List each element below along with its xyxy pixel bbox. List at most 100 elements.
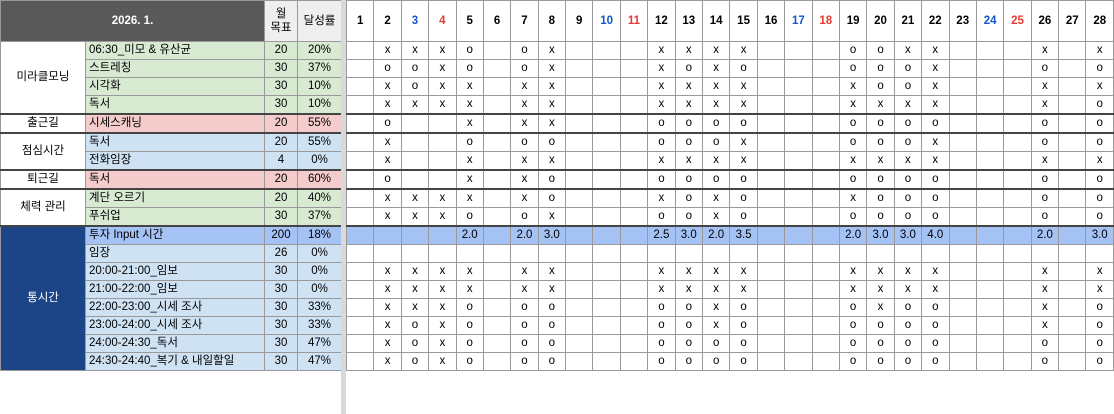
day-header-cell[interactable]: 12 — [647, 0, 676, 42]
day-mark-cell[interactable] — [811, 132, 840, 152]
group-label-cell[interactable]: 점심시간 — [0, 132, 86, 171]
day-mark-cell[interactable]: o — [893, 334, 923, 353]
day-mark-cell[interactable]: x — [373, 298, 402, 317]
day-mark-cell[interactable]: o — [400, 59, 430, 78]
day-mark-cell[interactable]: x — [373, 280, 402, 299]
day-mark-cell[interactable] — [400, 225, 430, 245]
day-mark-cell[interactable]: x — [921, 59, 950, 78]
day-mark-cell[interactable]: o — [838, 352, 868, 371]
day-mark-cell[interactable] — [975, 41, 1005, 60]
day-mark-cell[interactable]: x — [921, 41, 950, 60]
achievement-rate-cell[interactable]: 37% — [297, 59, 342, 78]
day-mark-cell[interactable]: o — [1085, 132, 1114, 152]
day-mark-cell[interactable] — [811, 59, 840, 78]
day-mark-cell[interactable] — [619, 132, 649, 152]
day-mark-cell[interactable]: o — [729, 188, 758, 208]
day-mark-cell[interactable] — [811, 334, 840, 353]
day-header-cell[interactable]: 5 — [455, 0, 484, 42]
day-mark-cell[interactable]: o — [838, 132, 868, 152]
day-mark-cell[interactable] — [592, 113, 621, 134]
day-mark-cell[interactable]: x — [701, 95, 731, 115]
day-mark-cell[interactable] — [1058, 151, 1087, 171]
day-mark-cell[interactable]: o — [674, 316, 703, 335]
habit-item-cell[interactable]: 21:00-22:00_임보 — [85, 280, 265, 299]
day-mark-cell[interactable] — [619, 334, 649, 353]
day-mark-cell[interactable]: o — [510, 352, 539, 371]
day-mark-cell[interactable] — [811, 316, 840, 335]
day-mark-cell[interactable] — [455, 244, 484, 263]
day-mark-cell[interactable] — [1058, 132, 1087, 152]
day-mark-cell[interactable]: x — [400, 95, 430, 115]
day-mark-cell[interactable]: x — [921, 280, 950, 299]
day-mark-cell[interactable]: x — [373, 188, 402, 208]
day-mark-cell[interactable] — [592, 334, 621, 353]
day-mark-cell[interactable]: o — [1085, 298, 1114, 317]
habit-item-cell[interactable]: 시각화 — [85, 77, 265, 96]
day-mark-cell[interactable]: x — [838, 280, 868, 299]
day-mark-cell[interactable] — [619, 262, 649, 281]
day-mark-cell[interactable]: x — [373, 207, 402, 227]
day-mark-cell[interactable] — [510, 244, 539, 263]
monthly-target-cell[interactable]: 30 — [264, 95, 298, 115]
habit-item-cell[interactable]: 23:00-24:00_시세 조사 — [85, 316, 265, 335]
day-mark-cell[interactable]: x — [921, 77, 950, 96]
day-mark-cell[interactable]: o — [647, 113, 676, 134]
rate-header[interactable]: 달성률 — [297, 0, 342, 42]
day-mark-cell[interactable]: x — [510, 169, 539, 190]
day-mark-cell[interactable]: o — [866, 334, 895, 353]
day-mark-cell[interactable]: o — [866, 352, 895, 371]
day-mark-cell[interactable]: x — [510, 77, 539, 96]
day-mark-cell[interactable] — [482, 352, 512, 371]
day-mark-cell[interactable]: o — [674, 298, 703, 317]
day-mark-cell[interactable] — [1058, 77, 1087, 96]
day-mark-cell[interactable] — [345, 169, 375, 190]
day-mark-cell[interactable] — [975, 280, 1005, 299]
day-mark-cell[interactable] — [400, 132, 430, 152]
achievement-rate-cell[interactable]: 33% — [297, 316, 342, 335]
group-label-cell[interactable]: 통시간 — [0, 225, 86, 371]
day-mark-cell[interactable] — [756, 41, 786, 60]
frozen-pane-divider[interactable] — [341, 0, 346, 414]
day-mark-cell[interactable]: o — [893, 207, 923, 227]
day-mark-cell[interactable]: x — [428, 316, 457, 335]
day-mark-cell[interactable] — [345, 41, 375, 60]
achievement-rate-cell[interactable]: 40% — [297, 188, 342, 208]
day-mark-cell[interactable]: o — [921, 169, 950, 190]
day-mark-cell[interactable] — [592, 207, 621, 227]
target-header[interactable]: 월 목표 — [264, 0, 298, 42]
day-mark-cell[interactable]: o — [893, 169, 923, 190]
day-mark-cell[interactable]: o — [1085, 169, 1114, 190]
day-mark-cell[interactable] — [619, 316, 649, 335]
day-mark-cell[interactable] — [1058, 113, 1087, 134]
day-mark-cell[interactable]: o — [893, 316, 923, 335]
day-mark-cell[interactable] — [784, 352, 813, 371]
day-mark-cell[interactable] — [565, 59, 594, 78]
day-mark-cell[interactable]: o — [537, 334, 567, 353]
day-mark-cell[interactable]: o — [1030, 59, 1060, 78]
monthly-target-cell[interactable]: 20 — [264, 169, 298, 190]
day-mark-cell[interactable]: o — [701, 132, 731, 152]
day-mark-cell[interactable] — [975, 169, 1005, 190]
day-mark-cell[interactable] — [674, 244, 703, 263]
day-mark-cell[interactable]: x — [866, 298, 895, 317]
day-mark-cell[interactable]: o — [893, 113, 923, 134]
day-header-cell[interactable]: 10 — [592, 0, 621, 42]
day-mark-cell[interactable]: o — [893, 188, 923, 208]
day-mark-cell[interactable] — [592, 244, 621, 263]
day-mark-cell[interactable]: x — [537, 59, 567, 78]
day-mark-cell[interactable]: o — [866, 132, 895, 152]
day-mark-cell[interactable]: x — [701, 316, 731, 335]
day-mark-cell[interactable] — [1003, 244, 1032, 263]
day-mark-cell[interactable]: x — [1030, 280, 1060, 299]
day-mark-cell[interactable]: x — [1030, 262, 1060, 281]
day-mark-cell[interactable] — [619, 169, 649, 190]
day-header-cell[interactable]: 27 — [1058, 0, 1087, 42]
day-mark-cell[interactable]: o — [701, 352, 731, 371]
day-mark-cell[interactable]: o — [674, 334, 703, 353]
day-mark-cell[interactable] — [565, 280, 594, 299]
day-mark-cell[interactable]: o — [921, 207, 950, 227]
day-mark-cell[interactable] — [592, 262, 621, 281]
day-mark-cell[interactable] — [400, 169, 430, 190]
day-mark-cell[interactable] — [592, 77, 621, 96]
day-mark-cell[interactable] — [345, 59, 375, 78]
